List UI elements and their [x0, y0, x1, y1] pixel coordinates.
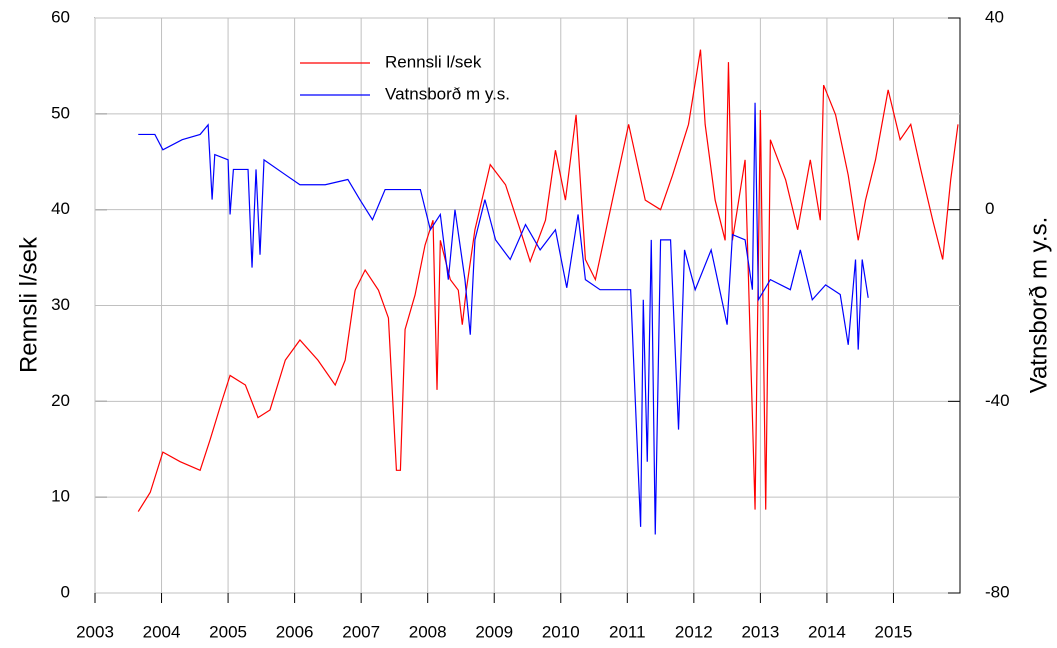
y2-tick-label: -80	[985, 582, 1010, 601]
x-tick-label: 2005	[209, 622, 247, 641]
y2-tick-label: -40	[985, 391, 1010, 410]
y-tick-label: 20	[51, 391, 70, 410]
x-tick-label: 2011	[609, 622, 646, 641]
y2-tick-label: 40	[985, 7, 1004, 26]
y-tick-label: 10	[51, 487, 70, 506]
x-tick-label: 2008	[409, 622, 447, 641]
y-tick-label: 0	[61, 582, 70, 601]
data-line	[138, 102, 869, 535]
y-tick-label: 40	[51, 199, 70, 218]
x-tick-label: 2009	[475, 622, 513, 641]
legend-label: Vatnsborð m y.s.	[385, 84, 510, 103]
x-tick-label: 2012	[675, 622, 713, 641]
x-tick-label: 2013	[741, 622, 779, 641]
x-tick-label: 2007	[342, 622, 380, 641]
x-tick-label: 2003	[76, 622, 114, 641]
x-tick-label: 2010	[542, 622, 580, 641]
x-tick-label: 2004	[143, 622, 181, 641]
y-tick-label: 50	[51, 103, 70, 122]
y-tick-label: 60	[51, 7, 70, 26]
data-line	[137, 49, 959, 512]
legend-label: Rennsli l/sek	[385, 52, 482, 71]
y-axis-label: Rennsli l/sek	[15, 236, 42, 373]
x-tick-label: 2014	[808, 622, 846, 641]
y2-tick-label: 0	[985, 199, 994, 218]
y-tick-label: 30	[51, 295, 70, 314]
y2-axis-label: Vatnsborð m y.s.	[1025, 217, 1052, 394]
x-tick-label: 2006	[276, 622, 314, 641]
x-tick-label: 2015	[875, 622, 913, 641]
